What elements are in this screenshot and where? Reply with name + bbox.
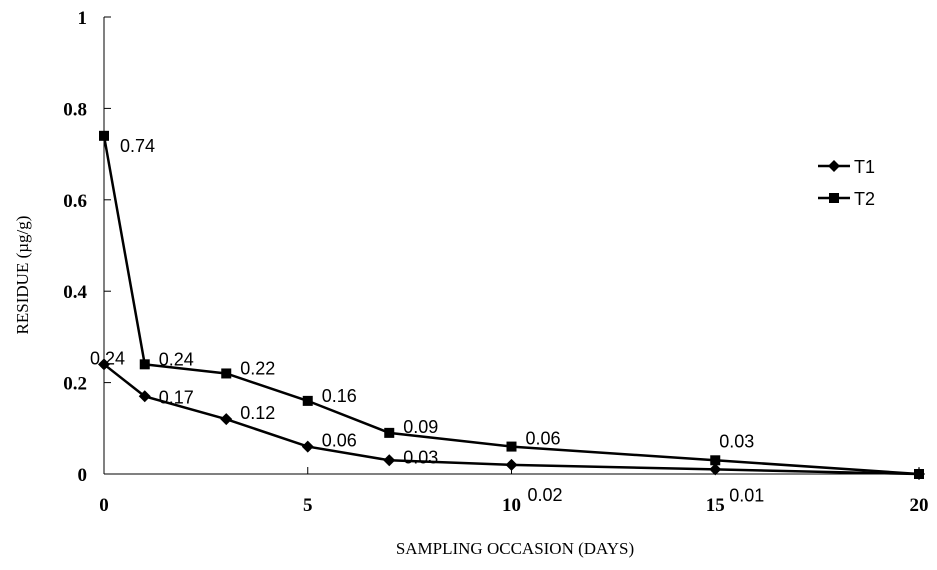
- data-point-t1: [505, 458, 518, 471]
- legend-label-t2: T2: [854, 189, 875, 209]
- series-line-t1: [103, 363, 920, 476]
- chart-ticks: 00.20.40.60.810 5 10 15 20: [63, 8, 928, 516]
- data-label: 0.22: [240, 358, 275, 378]
- data-point-t2: [302, 395, 313, 406]
- data-point-t2: [914, 469, 924, 479]
- chart-axes: [103, 17, 919, 475]
- data-point-t2: [99, 130, 109, 141]
- legend-marker-t1: [828, 160, 840, 172]
- data-label: 0.16: [322, 386, 357, 406]
- data-label: 0.24: [90, 348, 125, 368]
- y-tick-label: 0.8: [63, 99, 87, 120]
- data-point-t2: [221, 368, 232, 379]
- data-label: 0.74: [120, 136, 155, 156]
- data-label: 0.01: [729, 485, 764, 505]
- x-tick-label: 15: [706, 495, 725, 516]
- legend-label-t1: T1: [854, 157, 875, 177]
- data-point-t1: [709, 463, 722, 476]
- series-line-t2: [102, 135, 920, 476]
- y-tick-label: 0: [78, 465, 88, 486]
- data-label: 0.03: [719, 431, 754, 451]
- data-label: 0.09: [403, 417, 438, 437]
- data-label: 0.06: [526, 429, 561, 449]
- x-axis-label: SAMPLING OCCASION (DAYS): [396, 539, 634, 558]
- data-label: 0.02: [528, 485, 563, 505]
- data-point-t1: [383, 454, 396, 467]
- y-tick-label: 1: [78, 8, 88, 29]
- data-point-t1: [138, 390, 151, 403]
- data-label: 0.24: [159, 349, 194, 369]
- data-point-t2: [710, 455, 721, 466]
- chart-data-labels: 0.24 0.17 0.12 0.06 0.03 0.02 0.01 0.74 0.24 0.22…: [90, 136, 764, 506]
- data-label: 0.17: [159, 387, 194, 407]
- legend-marker-t2: [829, 193, 839, 203]
- x-tick-label: 10: [502, 495, 521, 516]
- y-axis-label: RESIDUE (µg/g): [13, 216, 32, 335]
- x-tick-label: 0: [99, 495, 109, 516]
- data-label: 0.03: [403, 447, 438, 467]
- data-point-t1: [301, 440, 314, 453]
- x-tick-label: 5: [303, 495, 313, 516]
- data-point-t1: [98, 358, 110, 371]
- data-label: 0.06: [322, 431, 357, 451]
- data-point-t1: [220, 413, 233, 426]
- data-label: 0.12: [240, 403, 275, 423]
- y-tick-label: 0.2: [63, 374, 87, 395]
- y-tick-label: 0.4: [63, 282, 87, 303]
- x-tick-label: 20: [910, 495, 929, 516]
- y-tick-label: 0.6: [63, 191, 87, 212]
- data-point-t2: [506, 441, 517, 452]
- data-point-t2: [384, 427, 395, 438]
- chart-series: [98, 130, 925, 480]
- chart-legend: T1 T2: [818, 157, 875, 209]
- data-point-t2: [139, 359, 150, 370]
